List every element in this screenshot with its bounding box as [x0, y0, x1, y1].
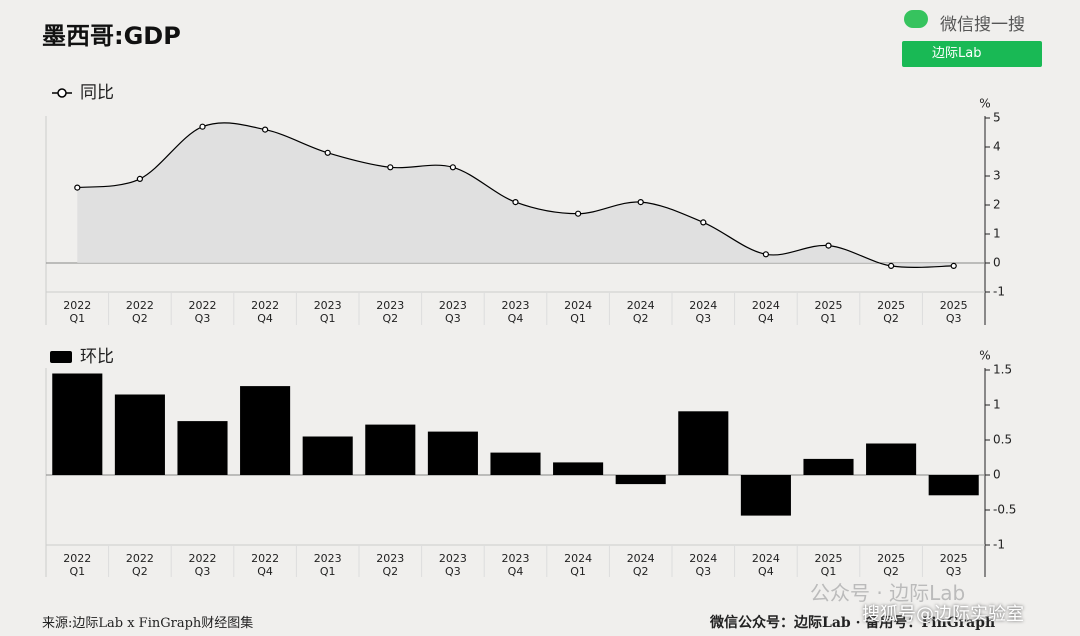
bar [678, 411, 729, 475]
bar [490, 452, 541, 475]
point [199, 123, 206, 130]
y-tick-label: 1.5 [993, 363, 1012, 377]
point [574, 210, 582, 217]
watermark: 搜狐号@边际实验室 [862, 604, 1024, 625]
x-tick-label: 2022 Q3 [188, 552, 217, 578]
x-tick-label: 2024 Q2 [626, 552, 655, 578]
y-tick-label: 5 [993, 111, 1001, 125]
x-tick-label: 2023 Q3 [438, 299, 467, 325]
x-tick-label: 2023 Q3 [438, 552, 467, 578]
x-tick-label: 2024 Q1 [564, 552, 593, 578]
x-tick-label: 2024 Q3 [689, 299, 718, 325]
y-tick-label: 0.5 [993, 433, 1012, 447]
legend-marker [57, 88, 67, 98]
y-tick-label: 0 [993, 256, 1001, 270]
bar [740, 475, 791, 516]
bar [615, 475, 666, 485]
x-tick-label: 2022 Q4 [251, 552, 280, 578]
y-unit: % [979, 349, 990, 363]
x-tick-label: 2023 Q2 [376, 299, 405, 325]
x-tick-label: 2023 Q1 [313, 552, 342, 578]
point [825, 242, 832, 249]
y-tick-label: 4 [993, 140, 1001, 154]
bar [52, 373, 103, 475]
area [77, 122, 954, 268]
x-tick-label: 2022 Q3 [188, 299, 217, 325]
x-tick-label: 2022 Q2 [125, 299, 154, 325]
x-tick-label: 2023 Q4 [501, 552, 530, 578]
bar [177, 421, 228, 475]
y-tick-label: -0.5 [993, 503, 1016, 517]
legend-marker [50, 351, 72, 363]
point [950, 262, 957, 269]
bar [928, 475, 979, 496]
point [136, 175, 143, 182]
bar [553, 462, 604, 475]
x-tick-label: 2024 Q4 [751, 552, 780, 578]
legend-label: 环比 [80, 347, 114, 367]
point [387, 164, 394, 171]
search-button[interactable]: 边际Lab [902, 41, 1042, 67]
point [887, 262, 895, 269]
bar [803, 458, 854, 475]
x-tick-label: 2023 Q1 [313, 299, 342, 325]
watermark: 公众号 · 边际Lab [810, 581, 966, 605]
x-tick-label: 2025 Q2 [877, 552, 906, 578]
wechat-icon [904, 10, 928, 28]
page-title: 墨西哥:GDP [42, 22, 181, 50]
x-tick-label: 2024 Q4 [751, 299, 780, 325]
y-tick-label: -1 [993, 538, 1005, 552]
point [74, 184, 81, 191]
x-tick-label: 2024 Q1 [564, 299, 593, 325]
x-tick-label: 2025 Q3 [939, 552, 968, 578]
y-tick-label: 2 [993, 198, 1001, 212]
point [449, 164, 456, 171]
bar [365, 424, 416, 475]
y-tick-label: 0 [993, 468, 1001, 482]
x-tick-label: 2025 Q2 [877, 299, 906, 325]
search-label: 微信搜一搜 [940, 15, 1025, 35]
y-unit: % [979, 97, 990, 111]
x-tick-label: 2023 Q2 [376, 552, 405, 578]
y-tick-label: 1 [993, 227, 1001, 241]
x-tick-label: 2025 Q1 [814, 552, 843, 578]
point [262, 126, 269, 133]
x-tick-label: 2025 Q1 [814, 299, 843, 325]
bar [302, 436, 353, 475]
legend-label: 同比 [80, 83, 114, 103]
y-tick-label: 3 [993, 169, 1001, 183]
point [637, 199, 644, 206]
x-tick-label: 2022 Q2 [125, 552, 154, 578]
point [324, 149, 331, 156]
x-tick-label: 2023 Q4 [501, 299, 530, 325]
bar [866, 443, 917, 475]
point [512, 199, 519, 206]
x-tick-label: 2024 Q3 [689, 552, 718, 578]
bar [114, 394, 165, 475]
point [762, 251, 770, 258]
bar [427, 431, 478, 475]
point [700, 219, 707, 226]
x-tick-label: 2022 Q4 [251, 299, 280, 325]
x-tick-label: 2022 Q1 [63, 552, 92, 578]
bar [240, 386, 291, 475]
x-tick-label: 2022 Q1 [63, 299, 92, 325]
x-tick-label: 2024 Q2 [626, 299, 655, 325]
source: 来源:边际Lab x FinGraph财经图集 [42, 616, 254, 631]
y-tick-label: -1 [993, 285, 1005, 299]
x-tick-label: 2025 Q3 [939, 299, 968, 325]
footer: 微信公众号：边际Lab · 备用号：FinGraph [710, 615, 996, 631]
y-tick-label: 1 [993, 398, 1001, 412]
